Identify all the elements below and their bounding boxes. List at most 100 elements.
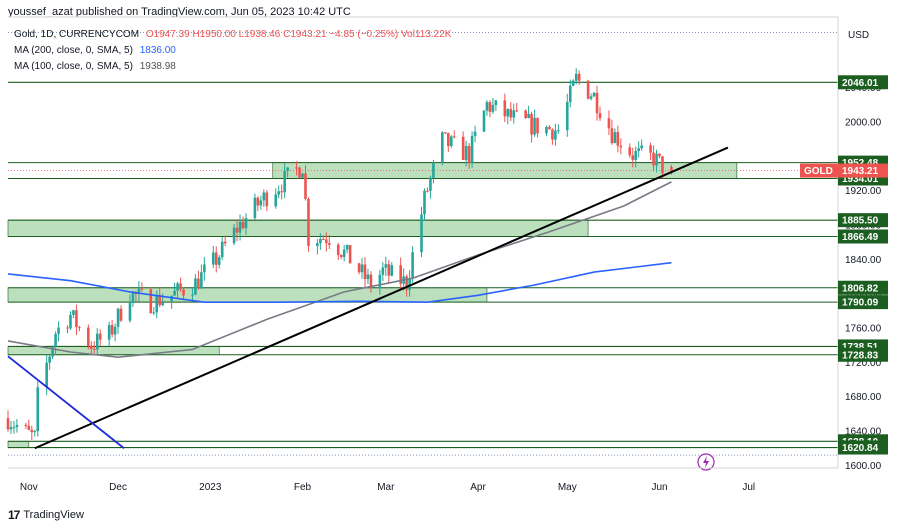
candle-body — [36, 387, 40, 432]
candle-body — [110, 325, 114, 335]
legend-ohlc: O1947.39 H1950.00 L1938.46 C1943.21 −4.8… — [145, 29, 452, 40]
candle-body — [98, 333, 102, 340]
candle-body — [452, 136, 456, 138]
candle-body — [140, 288, 144, 290]
y-tick-label: 1760.00 — [845, 323, 882, 334]
level-tag-bg — [838, 347, 888, 362]
candle-body — [89, 345, 93, 349]
candle-body — [527, 113, 530, 118]
candle-body — [345, 245, 349, 250]
x-tick-label: Dec — [109, 482, 127, 493]
candle-body — [78, 327, 81, 329]
candle-body — [6, 418, 10, 430]
y-tick-label: 1840.00 — [845, 255, 882, 266]
candle-body — [411, 252, 414, 279]
candle-body — [339, 254, 343, 258]
level-tag: 1806.82 — [838, 280, 888, 295]
level-tag-label: 1866.49 — [842, 232, 879, 243]
candle-body — [399, 265, 402, 284]
candle-body — [658, 153, 661, 157]
zone-box — [7, 287, 488, 303]
candle-body — [408, 278, 411, 290]
symbol-tag-bg — [800, 163, 838, 178]
candle-body — [631, 155, 635, 160]
zone-box — [272, 162, 738, 179]
legend-ma200: MA (200, close, 0, SMA, 5) 1836.00 — [14, 45, 180, 56]
candle-body — [265, 192, 269, 207]
candle-body — [87, 327, 90, 346]
candle-body — [405, 276, 408, 290]
candle-body — [491, 104, 495, 112]
y-tick-label: 1640.00 — [845, 427, 882, 438]
y-tick-label: 1680.00 — [845, 392, 882, 403]
support-resistance-zones — [7, 32, 838, 456]
candle-body — [241, 221, 245, 229]
candle-body — [589, 96, 593, 99]
candle-body — [322, 239, 325, 241]
candle-body — [348, 245, 352, 264]
candle-body — [27, 425, 31, 430]
candle-body — [161, 301, 164, 306]
candle-body — [336, 244, 340, 255]
candle-body — [298, 167, 301, 178]
candle-body — [232, 227, 236, 244]
candle-body — [637, 148, 640, 151]
candle-body — [503, 100, 507, 117]
downtrend-line — [7, 355, 125, 449]
level-tag: 1885.50 — [838, 213, 888, 228]
candle-body — [670, 166, 673, 171]
candle-body — [286, 167, 289, 171]
level-tag: 1866.49 — [838, 229, 888, 244]
candle-body — [211, 252, 215, 265]
last-price-bg — [838, 163, 888, 178]
candle-body — [369, 274, 373, 289]
legend-ma100-label: MA (100, close, 0, SMA, 5) — [14, 61, 133, 72]
level-tag-bg — [838, 213, 888, 228]
candle-body — [182, 289, 185, 296]
level-tag-label: 1620.84 — [842, 443, 879, 454]
candle-body — [304, 173, 307, 199]
tradingview-logo-icon: 17 — [8, 508, 20, 522]
candle-body — [295, 167, 298, 169]
level-tag-label: 1728.83 — [842, 350, 879, 361]
x-tick-label: 2023 — [199, 482, 222, 493]
candle-body — [506, 109, 510, 117]
candle-body — [152, 312, 156, 314]
level-tag: 2046.01 — [838, 75, 888, 90]
candle-body — [173, 290, 176, 296]
x-tick-label: Mar — [377, 482, 395, 493]
candle-body — [319, 239, 322, 244]
candle-body — [652, 152, 655, 166]
candle-body — [509, 109, 513, 118]
candle-body — [586, 80, 590, 99]
level-tag-label: 1790.09 — [842, 298, 879, 309]
candle-body — [610, 128, 614, 144]
candle-body — [384, 264, 388, 268]
candle-body — [75, 310, 78, 328]
candle-body — [327, 243, 331, 245]
candle-body — [194, 278, 197, 295]
axes: USD 1600.00 1640.00 1680.00 1720.00 1760.00 18… — [8, 16, 882, 493]
level-tag: 1790.09 — [838, 295, 888, 310]
candle-body — [238, 221, 242, 233]
candle-body — [256, 197, 260, 206]
candle-body — [107, 325, 111, 340]
axis-currency: USD — [848, 30, 869, 41]
candle-body — [363, 264, 367, 280]
candle-body — [119, 308, 123, 321]
candle-body — [191, 294, 194, 296]
uptrend-line — [34, 146, 729, 450]
candle-body — [446, 132, 450, 147]
published-caption: youssef_azat published on TradingView.co… — [8, 6, 351, 18]
candle-body — [423, 190, 426, 215]
candle-body — [54, 333, 57, 347]
x-tick-label: May — [558, 482, 577, 493]
candle-body — [116, 308, 120, 327]
candle-body — [488, 102, 492, 112]
candle-body — [9, 427, 13, 430]
candle-body — [524, 110, 527, 118]
candle-body — [595, 92, 599, 114]
footer-brand: TradingView — [23, 509, 84, 521]
candle-body — [203, 264, 206, 273]
